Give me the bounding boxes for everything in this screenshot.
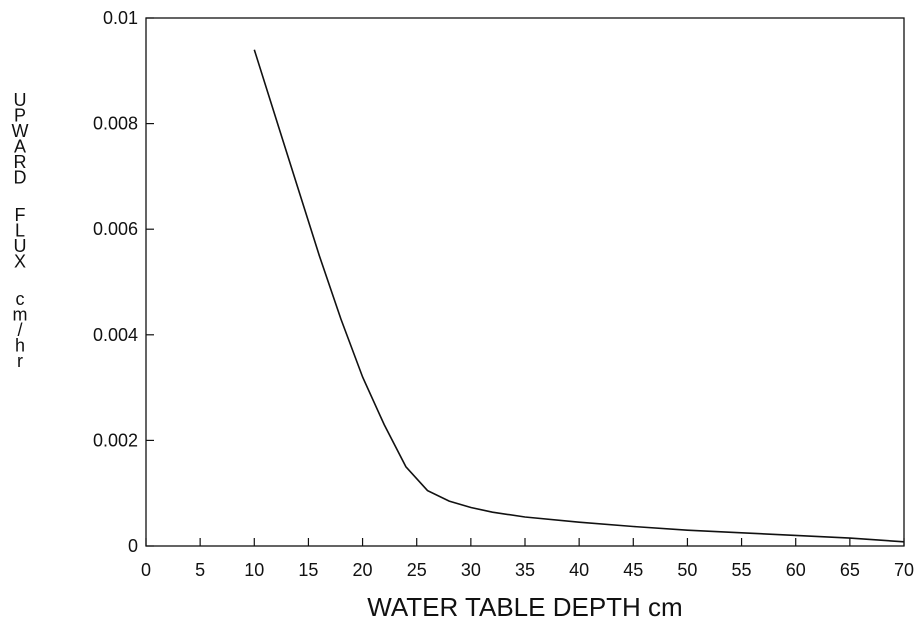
x-tick-label: 50 [677, 560, 697, 580]
x-tick-label: 70 [894, 560, 914, 580]
x-tick-label: 30 [461, 560, 481, 580]
y-axis-label-char: U [14, 90, 27, 110]
x-tick-label: 65 [840, 560, 860, 580]
y-tick-label: 0 [128, 536, 138, 556]
x-tick-label: 40 [569, 560, 589, 580]
y-axis-label-char: F [15, 205, 26, 225]
y-tick-label: 0.01 [103, 8, 138, 28]
y-tick-label: 0.006 [93, 219, 138, 239]
y-axis-label-char: U [14, 236, 27, 256]
y-axis: 0 0.002 0.004 0.006 0.008 0.01 [93, 8, 154, 556]
y-tick-label: 0.008 [93, 114, 138, 134]
x-tick-label: 15 [298, 560, 318, 580]
y-axis-label-char: X [14, 252, 26, 272]
x-tick-label: 10 [244, 560, 264, 580]
y-axis-label-char: W [12, 121, 29, 141]
y-tick-label: 0.004 [93, 325, 138, 345]
y-tick-label: 0.002 [93, 430, 138, 450]
x-tick-label: 20 [353, 560, 373, 580]
y-axis-label-char: D [14, 168, 27, 188]
y-axis-label-char: r [17, 351, 23, 371]
y-axis-label-char: L [15, 221, 25, 241]
plot-frame [145, 17, 905, 547]
y-axis-label-char: c [16, 289, 25, 309]
x-axis: 0 5 10 15 20 25 30 35 40 45 50 55 60 65 70 [141, 538, 914, 580]
x-tick-label: 0 [141, 560, 151, 580]
x-axis-label: WATER TABLE DEPTH cm [367, 592, 682, 622]
x-tick-label: 35 [515, 560, 535, 580]
y-axis-label-char: P [14, 106, 26, 126]
series-line [253, 49, 905, 543]
x-tick-label: 5 [195, 560, 205, 580]
x-tick-label: 25 [407, 560, 427, 580]
y-axis-label-char: / [17, 320, 22, 340]
x-tick-label: 60 [786, 560, 806, 580]
y-axis-label-char: h [15, 336, 25, 356]
x-tick-label: 45 [623, 560, 643, 580]
y-axis-label-char: m [13, 305, 28, 325]
y-axis-label-char: A [14, 137, 26, 157]
y-axis-label-char: R [14, 152, 27, 172]
x-tick-label: 55 [732, 560, 752, 580]
